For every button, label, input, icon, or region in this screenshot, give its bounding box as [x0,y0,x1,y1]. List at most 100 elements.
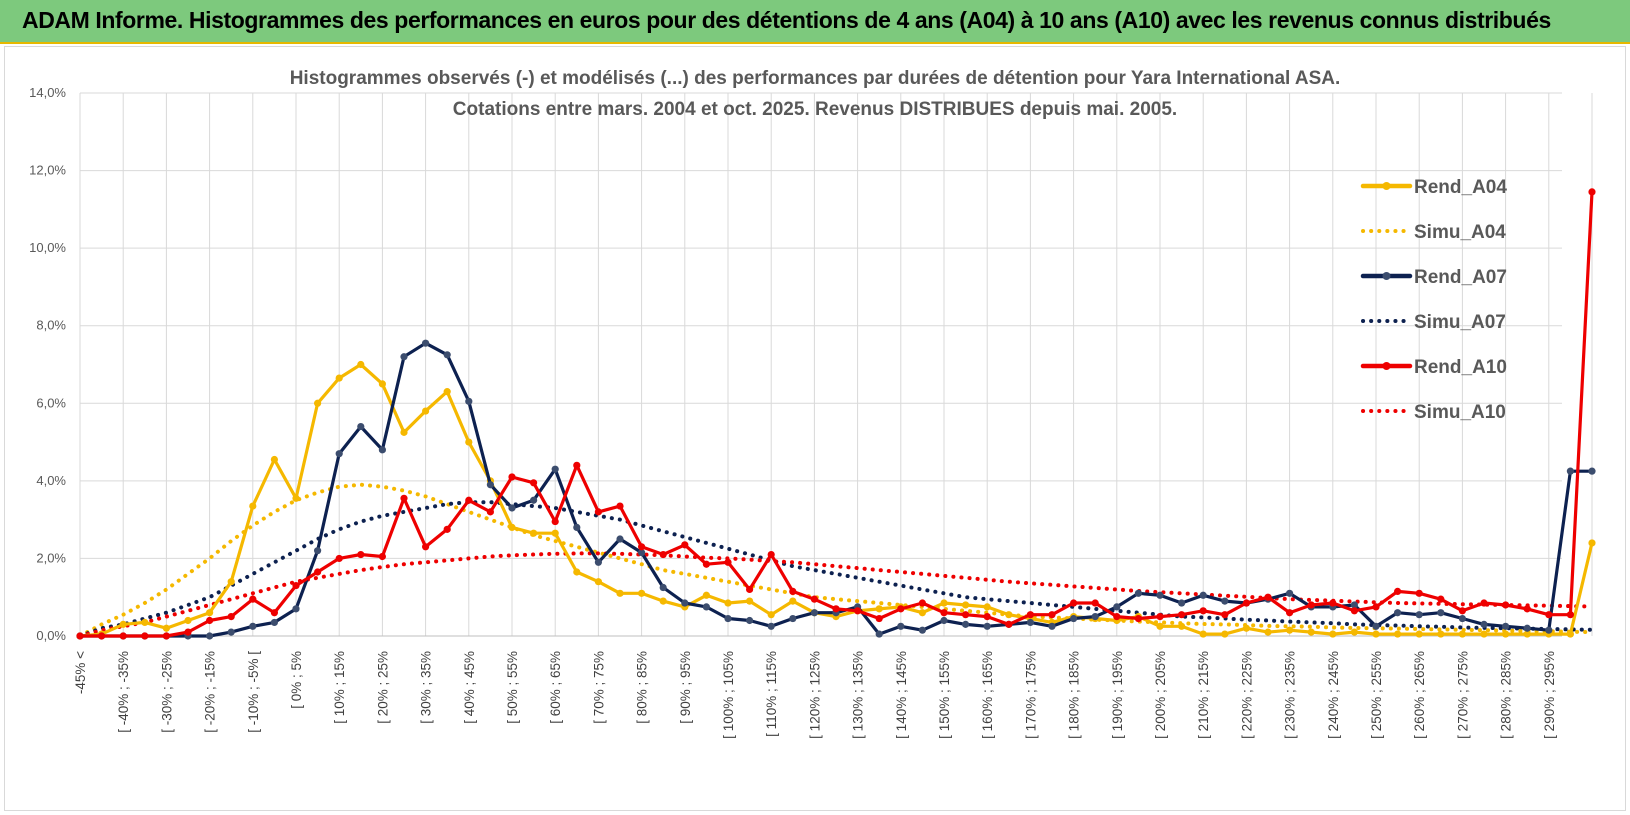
data-point-rend_a07 [746,616,754,625]
x-tick-label: [ 250% ; 255% [1369,651,1384,739]
series-line-simu_a10 [78,551,1594,638]
data-point-rend_a04 [1588,539,1596,547]
data-point-rend_a10 [76,632,84,640]
data-point-rend_a07 [1113,603,1121,611]
y-tick-label: 4,0% [36,473,66,488]
data-point-rend_a04 [1350,628,1358,636]
data-point-rend_a07 [1178,599,1186,607]
data-point-rend_a07 [983,622,991,630]
data-point-rend_a04 [918,609,927,617]
data-point-rend_a04 [227,578,235,586]
data-point-rend_a07 [702,603,711,611]
data-point-rend_a10 [422,543,430,551]
data-point-rend_a10 [1048,611,1056,619]
data-point-rend_a07 [1523,624,1531,632]
y-tick-label: 0,0% [36,628,66,643]
y-tick-label: 8,0% [36,318,66,333]
data-point-rend_a10 [1480,599,1488,607]
x-tick-label: [ 150% ; 155% [937,651,952,739]
data-point-rend_a07 [767,622,775,630]
data-point-rend_a07 [962,620,970,628]
data-point-rend_a04 [357,360,365,369]
data-point-rend_a04 [789,597,797,605]
x-tick-label: [ -20% ; -15% [203,651,218,733]
data-point-rend_a07 [897,622,905,630]
data-point-rend_a04 [962,601,970,609]
legend-marker-rend_a10 [1382,362,1391,370]
data-point-rend_a04 [508,523,516,532]
data-point-rend_a04 [1286,626,1294,634]
data-point-rend_a07 [594,558,603,566]
data-point-rend_a10 [832,605,840,613]
data-point-rend_a07 [400,353,408,361]
data-point-rend_a07 [486,481,494,489]
x-tick-label: [ 170% ; 175% [1023,651,1038,739]
data-point-rend_a04 [119,620,127,628]
data-point-rend_a07 [227,628,235,636]
data-point-rend_a07 [530,496,538,504]
data-point-rend_a04 [206,609,214,617]
x-tick-label: [ 80% ; 85% [635,651,650,724]
data-point-rend_a10 [1026,611,1034,619]
x-tick-label: [ 40% ; 45% [462,651,477,724]
data-point-rend_a10 [1286,609,1294,617]
data-point-rend_a10 [1091,599,1099,607]
data-point-rend_a04 [1307,628,1315,636]
data-point-rend_a10 [1329,599,1337,607]
x-tick-label: [ 270% ; 275% [1455,651,1470,739]
data-point-rend_a04 [746,597,754,605]
data-point-rend_a04 [292,494,300,502]
data-point-rend_a07 [1048,622,1056,630]
data-point-rend_a04 [638,589,646,597]
data-point-rend_a04 [184,616,192,625]
data-point-rend_a07 [1372,622,1380,630]
x-tick-label: [ 290% ; 295% [1542,651,1557,739]
data-point-rend_a07 [1286,589,1294,597]
report-title: ADAM Informe. Histogrammes des performan… [22,7,1551,33]
data-point-rend_a10 [1134,614,1142,623]
data-point-rend_a10 [270,609,278,617]
x-tick-label: [ 180% ; 185% [1067,651,1082,739]
data-point-rend_a04 [1221,630,1229,638]
data-point-rend_a10 [659,550,667,559]
x-tick-label: -45% < [73,651,88,694]
data-point-rend_a10 [1523,605,1531,613]
data-point-rend_a04 [940,599,948,607]
data-point-rend_a04 [1437,630,1445,638]
x-tick-label: [ 190% ; 195% [1110,651,1125,739]
data-point-rend_a10 [184,628,192,636]
data-point-rend_a10 [1545,611,1553,619]
data-point-rend_a04 [767,611,775,619]
data-point-rend_a10 [746,585,754,594]
data-point-rend_a07 [573,523,581,532]
data-point-rend_a10 [1437,595,1445,603]
x-tick-label: [ 230% ; 235% [1283,651,1298,739]
data-point-rend_a04 [983,603,991,611]
data-point-rend_a10 [573,461,581,469]
data-point-rend_a07 [1134,589,1142,597]
x-axis-tick-labels: -45% < [ -40% ; -35% [ -30% ; -25% [ -20% ;… [73,651,1557,739]
data-point-rend_a07 [292,605,300,613]
data-point-rend_a07 [724,614,732,623]
legend-label-simu_a10: Simu_A10 [1414,402,1506,423]
chart-title: Histogrammes observés (-) et modélisés (… [290,68,1341,120]
x-tick-label: [ 200% ; 205% [1153,651,1168,739]
data-point-rend_a07 [1437,609,1445,617]
data-point-rend_a10 [1070,599,1078,607]
data-point-rend_a10 [810,595,819,603]
data-point-rend_a07 [1458,614,1466,623]
data-point-rend_a10 [1415,589,1423,597]
data-point-rend_a07 [1026,618,1034,627]
data-point-rend_a10 [206,616,214,625]
data-point-rend_a07 [940,616,948,625]
data-point-rend_a10 [1458,607,1466,615]
data-point-rend_a10 [141,632,149,640]
data-point-rend_a10 [1242,599,1250,607]
legend-label-simu_a07: Simu_A07 [1414,312,1506,333]
x-tick-label: [ 70% ; 75% [591,651,606,724]
data-point-rend_a04 [422,407,430,415]
data-point-rend_a10 [378,552,386,561]
data-point-rend_a07 [1070,614,1078,623]
data-point-rend_a04 [724,599,732,607]
data-point-rend_a07 [659,583,667,592]
